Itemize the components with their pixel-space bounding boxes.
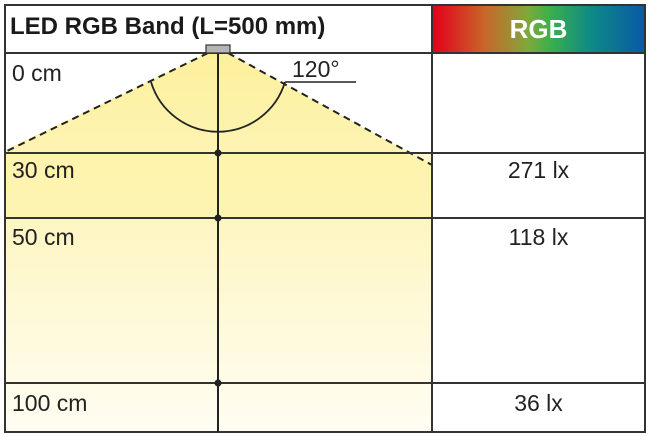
- distance-label-0: 0 cm: [12, 60, 62, 86]
- rgb-header: RGB: [433, 6, 644, 52]
- distance-label-100: 100 cm: [12, 390, 88, 416]
- illuminance-30: 271 lx: [507, 157, 570, 183]
- beam-edge-left: [4, 52, 209, 153]
- illuminance-100: 36 lx: [514, 390, 563, 416]
- distance-label-50: 50 cm: [12, 224, 75, 250]
- beam-edge-right: [227, 52, 433, 166]
- distance-label-30: 30 cm: [12, 157, 75, 183]
- led-icon: [205, 44, 231, 54]
- beam-angle-label: 120°: [292, 56, 340, 82]
- diagram-title: LED RGB Band (L=500 mm): [10, 13, 326, 40]
- illuminance-50: 118 lx: [508, 224, 569, 250]
- axis-point-100: [214, 379, 222, 387]
- rgb-label: RGB: [509, 13, 568, 44]
- axis-point-50: [214, 214, 222, 222]
- axis-point-30: [214, 149, 222, 157]
